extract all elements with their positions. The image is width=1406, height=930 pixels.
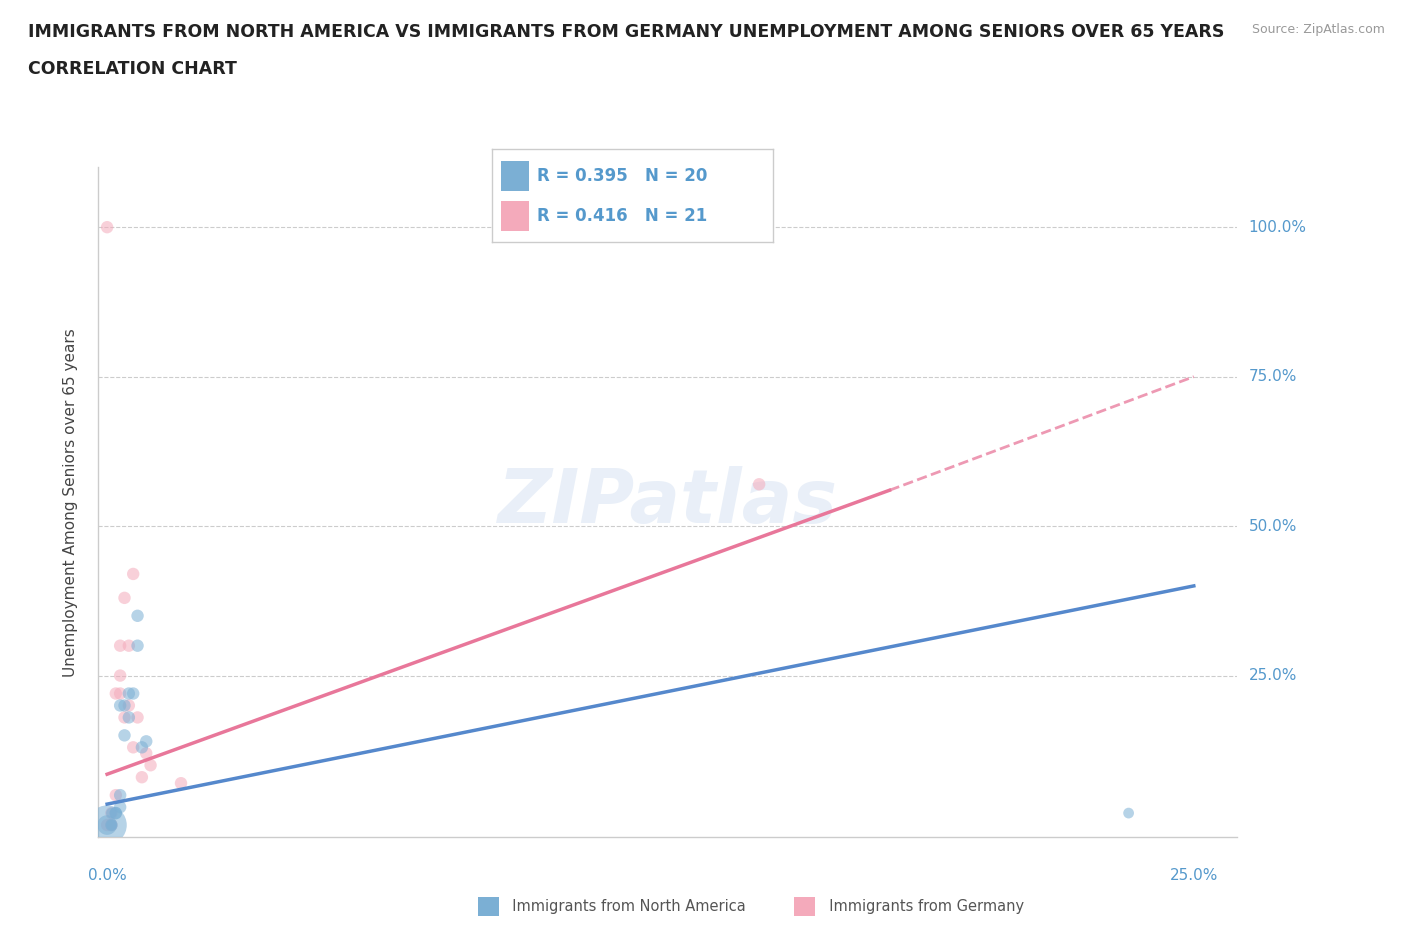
Point (96, 817, 118, 832)
Point (108, 788, 131, 803)
Point (104, 805, 127, 820)
Point (100, 817, 122, 832)
Point (118, 686, 141, 701)
Point (118, 710, 141, 724)
Y-axis label: Unemployment Among Seniors over 65 years: Unemployment Among Seniors over 65 years (63, 328, 77, 677)
Point (122, 686, 145, 701)
Text: IMMIGRANTS FROM NORTH AMERICA VS IMMIGRANTS FROM GERMANY UNEMPLOYMENT AMONG SENI: IMMIGRANTS FROM NORTH AMERICA VS IMMIGRA… (28, 23, 1225, 41)
Point (170, 776, 193, 790)
Point (127, 608, 149, 623)
Point (96, 817, 118, 832)
Bar (501, 161, 529, 191)
Text: R = 0.416   N = 21: R = 0.416 N = 21 (537, 206, 707, 225)
Point (100, 805, 122, 820)
Point (122, 740, 145, 755)
Text: Source: ZipAtlas.com: Source: ZipAtlas.com (1251, 23, 1385, 36)
Point (108, 686, 131, 701)
Text: CORRELATION CHART: CORRELATION CHART (28, 60, 238, 78)
Point (127, 638, 149, 653)
Point (114, 710, 136, 724)
Point (104, 788, 127, 803)
Point (96, 219, 118, 234)
Point (108, 800, 131, 815)
Point (118, 698, 141, 713)
Point (135, 746, 157, 761)
Point (104, 686, 127, 701)
Point (139, 758, 162, 773)
Text: R = 0.395   N = 20: R = 0.395 N = 20 (537, 166, 707, 185)
Point (131, 770, 153, 785)
Text: ZIPatlas: ZIPatlas (498, 466, 838, 538)
Point (114, 728, 136, 743)
Point (118, 638, 141, 653)
Point (104, 805, 127, 820)
Text: 25.0%: 25.0% (1249, 668, 1296, 683)
Text: 100.0%: 100.0% (1249, 219, 1306, 234)
Text: 25.0%: 25.0% (1170, 868, 1218, 883)
Text: 0.0%: 0.0% (87, 868, 127, 883)
Text: 50.0%: 50.0% (1249, 519, 1296, 534)
Point (108, 668, 131, 683)
Point (108, 698, 131, 713)
Point (108, 638, 131, 653)
Point (114, 591, 136, 605)
Text: 75.0%: 75.0% (1249, 369, 1296, 384)
Point (131, 740, 153, 755)
Point (100, 817, 122, 832)
Point (100, 817, 122, 832)
Point (1118, 805, 1140, 820)
Point (122, 566, 145, 581)
Point (127, 710, 149, 724)
Bar (501, 201, 529, 231)
Point (748, 477, 770, 492)
Point (135, 734, 157, 749)
Text: Immigrants from North America: Immigrants from North America (503, 899, 747, 914)
Point (114, 698, 136, 713)
Text: Immigrants from Germany: Immigrants from Germany (820, 899, 1024, 914)
Point (100, 805, 122, 820)
Point (96, 817, 118, 832)
